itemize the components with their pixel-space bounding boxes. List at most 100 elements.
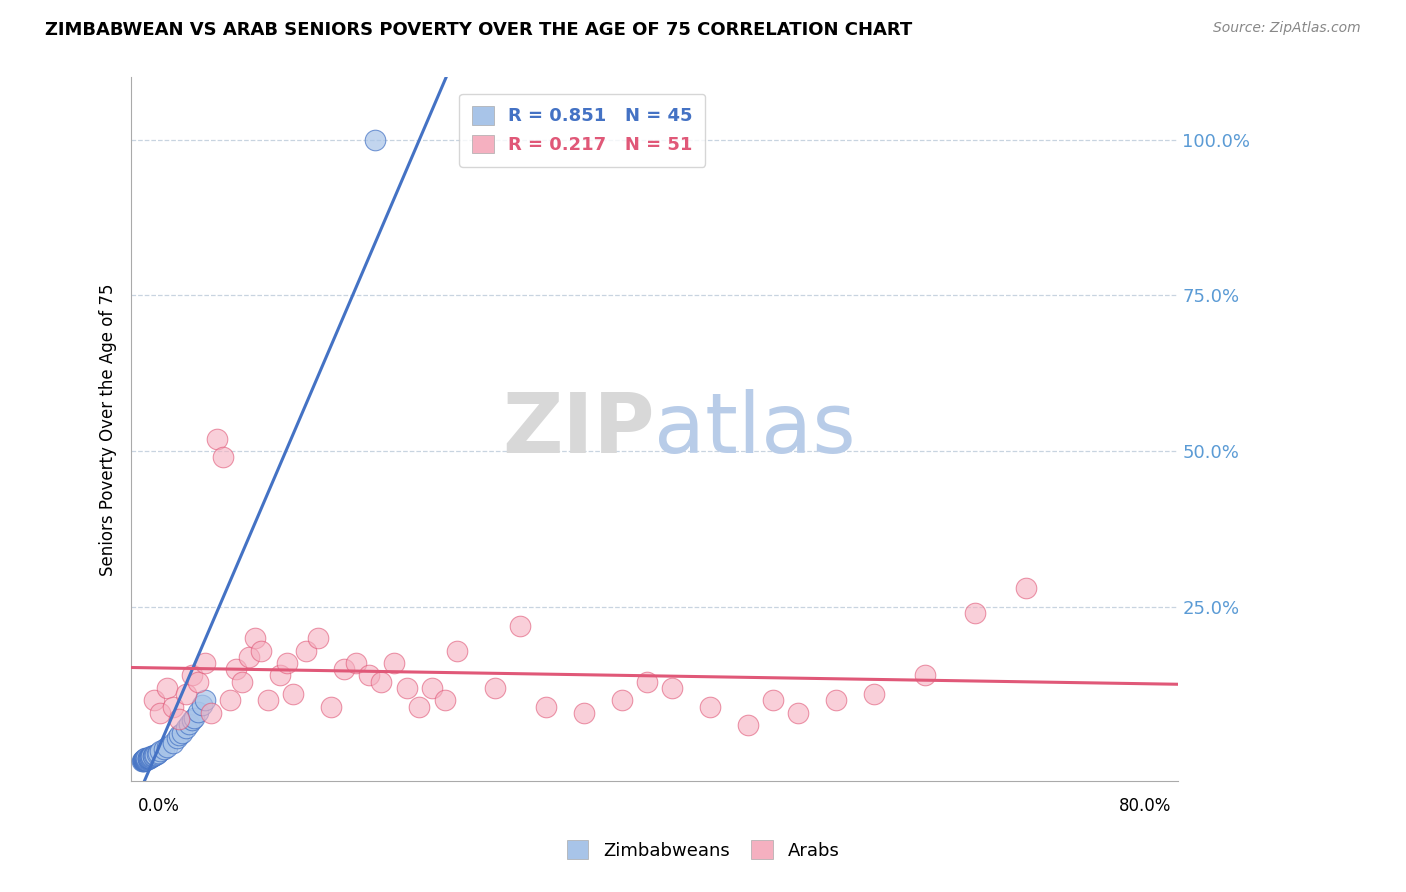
Text: atlas: atlas [654,389,856,470]
Point [162,699,184,714]
Point [218,693,240,707]
Point [136,750,159,764]
Point [145,747,167,761]
Text: Source: ZipAtlas.com: Source: ZipAtlas.com [1213,21,1361,36]
Point [149,744,172,758]
Legend: R = 0.851   N = 45, R = 0.217   N = 51: R = 0.851 N = 45, R = 0.217 N = 51 [460,94,706,167]
Point [135,751,157,765]
Point [610,693,633,707]
Point [156,681,179,695]
Point [142,749,165,764]
Point [135,753,157,767]
Point [509,618,531,632]
Point [135,752,157,766]
Point [863,687,886,701]
Point [231,674,253,689]
Text: 0.0%: 0.0% [138,797,180,815]
Point [193,656,215,670]
Point [446,643,468,657]
Point [131,753,153,767]
Point [132,753,155,767]
Point [174,687,197,701]
Point [134,752,156,766]
Point [156,740,179,755]
Point [162,736,184,750]
Point [344,656,367,670]
Point [914,668,936,682]
Point [132,754,155,768]
Point [180,668,202,682]
Point [250,643,273,657]
Point [141,749,163,764]
Point [661,681,683,695]
Point [131,755,153,769]
Point [205,432,228,446]
Point [307,631,329,645]
Point [382,656,405,670]
Point [965,606,987,620]
Point [370,674,392,689]
Point [169,728,191,742]
Point [357,668,380,682]
Point [136,751,159,765]
Point [149,706,172,720]
Point [319,699,342,714]
Point [179,717,201,731]
Point [166,731,188,745]
Point [762,693,785,707]
Point [572,706,595,720]
Point [141,750,163,764]
Y-axis label: Seniors Poverty Over the Age of 75: Seniors Poverty Over the Age of 75 [100,283,117,575]
Point [276,656,298,670]
Text: 80.0%: 80.0% [1119,797,1171,815]
Point [238,649,260,664]
Text: ZIP: ZIP [502,389,654,470]
Point [191,698,214,713]
Point [636,674,658,689]
Point [408,699,430,714]
Point [364,133,387,147]
Point [534,699,557,714]
Point [433,693,456,707]
Point [420,681,443,695]
Point [136,752,159,766]
Point [170,725,193,739]
Text: ZIMBABWEAN VS ARAB SENIORS POVERTY OVER THE AGE OF 75 CORRELATION CHART: ZIMBABWEAN VS ARAB SENIORS POVERTY OVER … [45,21,912,39]
Point [200,706,222,720]
Point [737,718,759,732]
Point [134,751,156,765]
Point [139,750,162,764]
Point [269,668,291,682]
Point [138,751,160,765]
Point [225,662,247,676]
Point [139,750,162,764]
Point [1015,581,1038,595]
Point [143,747,166,762]
Point [132,752,155,766]
Point [187,674,209,689]
Point [281,687,304,701]
Point [134,753,156,767]
Point [183,711,205,725]
Point [143,748,166,763]
Point [787,706,810,720]
Point [256,693,278,707]
Legend: Zimbabweans, Arabs: Zimbabweans, Arabs [560,833,846,867]
Point [153,742,176,756]
Point [484,681,506,695]
Point [825,693,848,707]
Point [187,705,209,719]
Point [142,748,165,763]
Point [146,747,169,761]
Point [131,754,153,768]
Point [131,753,153,767]
Point [134,753,156,767]
Point [243,631,266,645]
Point [169,712,191,726]
Point [138,750,160,764]
Point [294,643,316,657]
Point [180,714,202,728]
Point [174,722,197,736]
Point [395,681,418,695]
Point [699,699,721,714]
